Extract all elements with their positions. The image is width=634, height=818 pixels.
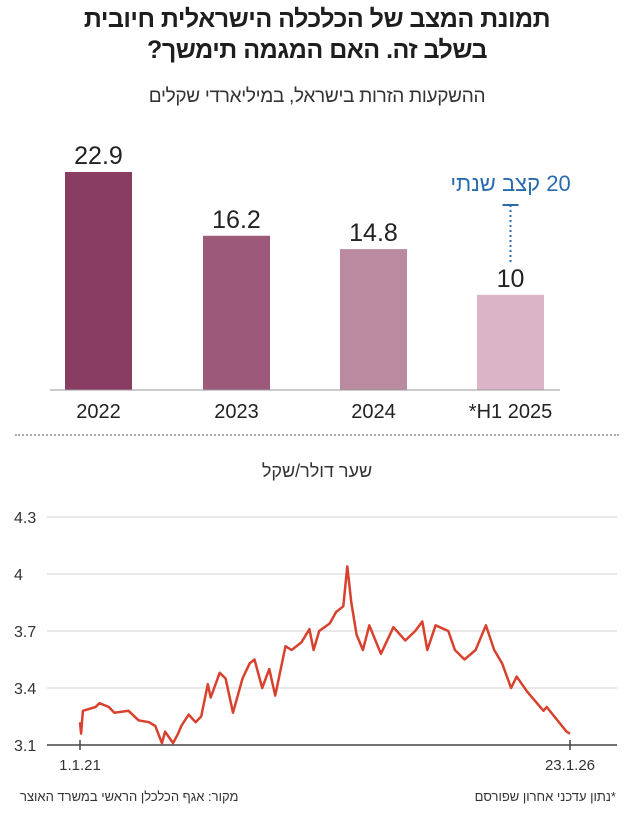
bar-chart-title: ההשקעות הזרות בישראל, במיליארדי שקלים bbox=[148, 86, 486, 107]
bar-category-label: 2022 bbox=[76, 401, 121, 423]
bar-value-label: 10 bbox=[497, 265, 525, 293]
bar-2022 bbox=[65, 172, 132, 390]
footnote: *נתון עדכני אחרון שפורסם bbox=[474, 789, 616, 804]
y-tick-label: 3.4 bbox=[14, 681, 36, 698]
title-line-1: תמונת המצב של הכלכלה הישראלית חיובית bbox=[83, 5, 551, 33]
bar-H12025 bbox=[477, 294, 544, 390]
bar-category-label: 2023 bbox=[214, 401, 259, 423]
page-title: תמונת המצב של הכלכלה הישראלית חיובית בשל… bbox=[0, 4, 634, 66]
source-note: מקור: אגף הכלכלן הראשי במשרד האוצר bbox=[20, 789, 239, 804]
y-tick-label: 4 bbox=[14, 567, 23, 584]
usd-ils-line bbox=[78, 565, 571, 745]
bar-category-label: 2024 bbox=[351, 401, 396, 423]
bar-category-label: *H1 2025 bbox=[469, 401, 552, 423]
bar-2023 bbox=[203, 235, 270, 390]
line-chart-title: שער דולר/שקל bbox=[261, 461, 373, 481]
bar-2024 bbox=[340, 249, 407, 390]
bar-value-label: 14.8 bbox=[349, 219, 398, 247]
bar-value-label: 16.2 bbox=[212, 206, 261, 234]
y-tick-label: 3.7 bbox=[14, 624, 36, 641]
section-divider bbox=[15, 434, 619, 436]
annotation-label: 20 קצב שנתי bbox=[450, 171, 570, 196]
y-tick-label: 3.1 bbox=[14, 738, 36, 755]
title-line-2: בשלב זה. האם המגמה תימשך? bbox=[147, 36, 487, 64]
x-tick-label: 23.1.26 bbox=[545, 757, 595, 774]
bar-value-label: 22.9 bbox=[74, 142, 123, 170]
y-tick-label: 4.3 bbox=[14, 510, 36, 527]
x-tick-label: 1.1.21 bbox=[59, 757, 101, 774]
